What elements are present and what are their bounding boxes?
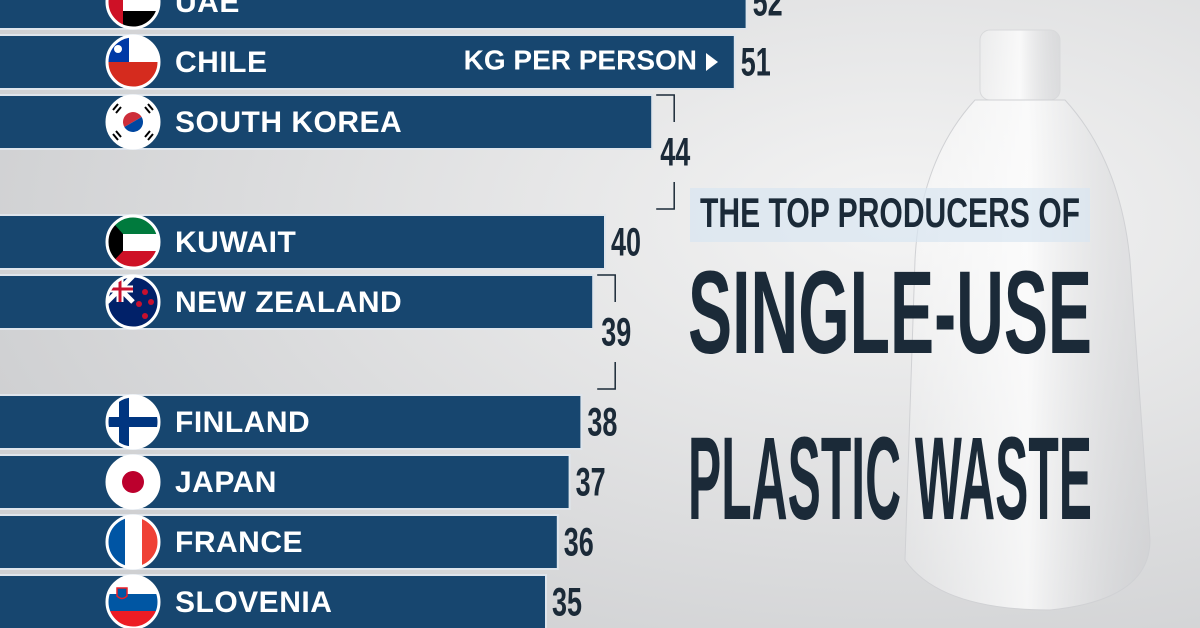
- flag: [105, 0, 161, 30]
- category-label: CHILE: [175, 46, 268, 79]
- value-label: 36: [564, 521, 594, 565]
- flag: [105, 214, 161, 270]
- flag-rim: [105, 214, 161, 270]
- category-label: NEW ZEALAND: [175, 286, 402, 319]
- value-label: 37: [576, 461, 606, 505]
- category-label: JAPAN: [175, 466, 277, 499]
- flag-rim: [105, 514, 161, 570]
- annotation-arrow: [706, 53, 718, 71]
- bar: [0, 454, 571, 510]
- flag-part: [107, 594, 159, 611]
- bar: [0, 514, 559, 570]
- group-bracket: [656, 94, 675, 210]
- bar: [0, 94, 654, 150]
- flag-rim: [105, 574, 161, 628]
- flag-part: [107, 396, 159, 448]
- flag-part: [112, 103, 154, 141]
- flag-part: [122, 471, 144, 493]
- value-label: 39: [601, 311, 631, 355]
- flag-part: [114, 45, 122, 53]
- chart-title: SINGLE-USE: [688, 247, 1092, 379]
- chart-title: PLASTIC WASTE: [688, 413, 1092, 545]
- flag-part: [124, 117, 143, 132]
- flag-part: [136, 301, 142, 307]
- bar: [0, 574, 547, 628]
- flag-part: [148, 299, 154, 305]
- value-label: 40: [611, 221, 641, 265]
- value-label: 44: [660, 131, 691, 175]
- flag-part: [125, 516, 142, 568]
- flag-part: [123, 112, 142, 127]
- bar: [0, 214, 606, 270]
- value-label: 38: [587, 401, 617, 445]
- value-label: 51: [741, 41, 771, 85]
- value-label: 35: [552, 581, 582, 625]
- bar: [0, 274, 595, 330]
- title-highlight: [690, 188, 1090, 242]
- flag: [105, 94, 161, 150]
- flag-part: [107, 0, 159, 11]
- flag: [105, 514, 161, 570]
- flag: [105, 574, 161, 628]
- group-bracket: [597, 274, 616, 390]
- unit-annotation: KG PER PERSON: [464, 44, 697, 75]
- flag-rim: [105, 34, 161, 90]
- flag: [105, 274, 161, 330]
- bar: [0, 394, 583, 450]
- flag-part: [142, 313, 148, 319]
- flag-rim: [105, 0, 161, 30]
- category-label: UAE: [175, 0, 240, 19]
- category-label: FRANCE: [175, 526, 303, 559]
- flag-rim: [105, 394, 161, 450]
- flag-rim: [105, 94, 161, 150]
- flag-part: [116, 587, 128, 600]
- flag-part: [142, 289, 148, 295]
- category-label: SLOVENIA: [175, 586, 332, 619]
- value-label: 52: [753, 0, 783, 25]
- category-label: KUWAIT: [175, 226, 296, 259]
- chart-title: THE TOP PRODUCERS OF: [700, 189, 1080, 236]
- category-label: FINLAND: [175, 406, 310, 439]
- flag: [105, 454, 161, 510]
- flag-rim: [105, 454, 161, 510]
- flag: [105, 394, 161, 450]
- flag: [105, 34, 161, 90]
- category-label: SOUTH KOREA: [175, 106, 402, 139]
- flag-rim: [105, 274, 161, 330]
